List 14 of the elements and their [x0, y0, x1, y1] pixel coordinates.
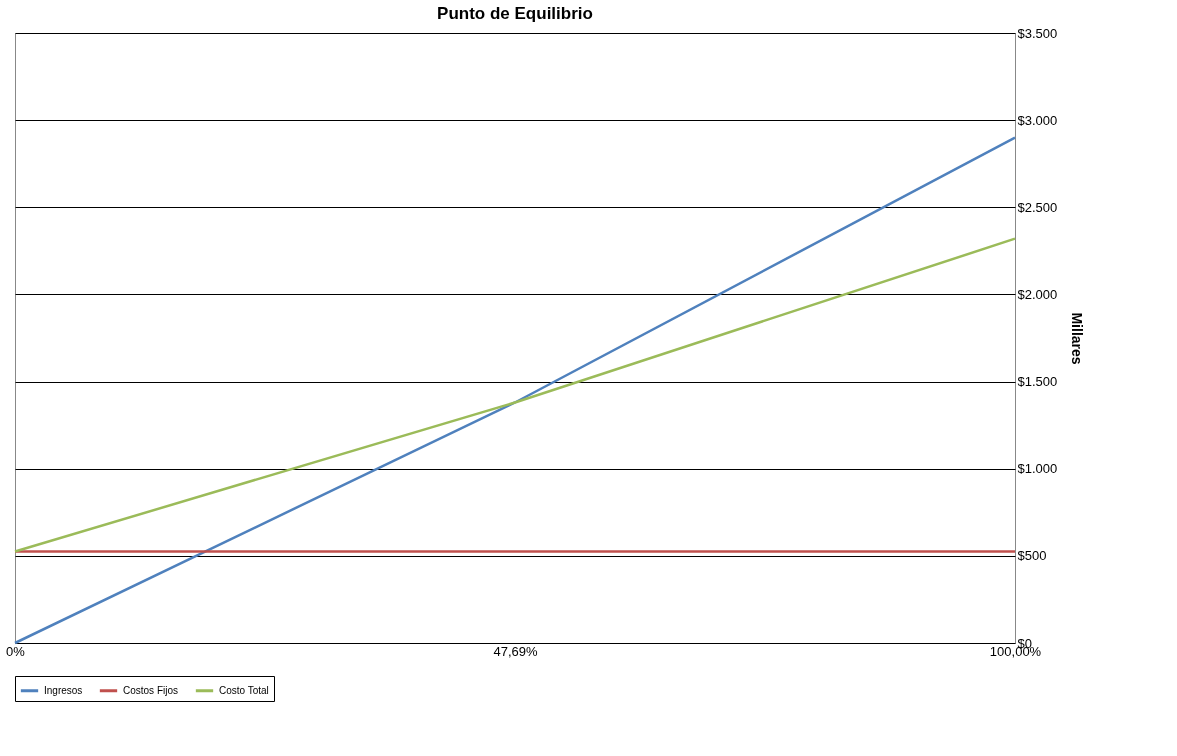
y-tick-label: $2.500 [1017, 199, 1058, 215]
x-tick-label: 0% [6, 643, 26, 659]
x-tick-label: 47,69% [493, 643, 538, 659]
y-axis-title: Millares [1069, 312, 1086, 365]
y-tick-label: $1.500 [1017, 374, 1058, 390]
chart-title: Punto de Equilibrio [437, 4, 593, 23]
y-tick-label: $500 [1017, 548, 1047, 564]
y-tick-label: $1.000 [1017, 461, 1058, 477]
y-tick-label: $2.000 [1017, 286, 1058, 302]
legend-label: Ingresos [44, 684, 83, 696]
y-tick-label: $3.500 [1017, 25, 1058, 41]
y-tick-label: $3.000 [1017, 112, 1058, 128]
legend-label: Costo Total [219, 684, 269, 696]
legend-label: Costos Fijos [123, 684, 179, 696]
